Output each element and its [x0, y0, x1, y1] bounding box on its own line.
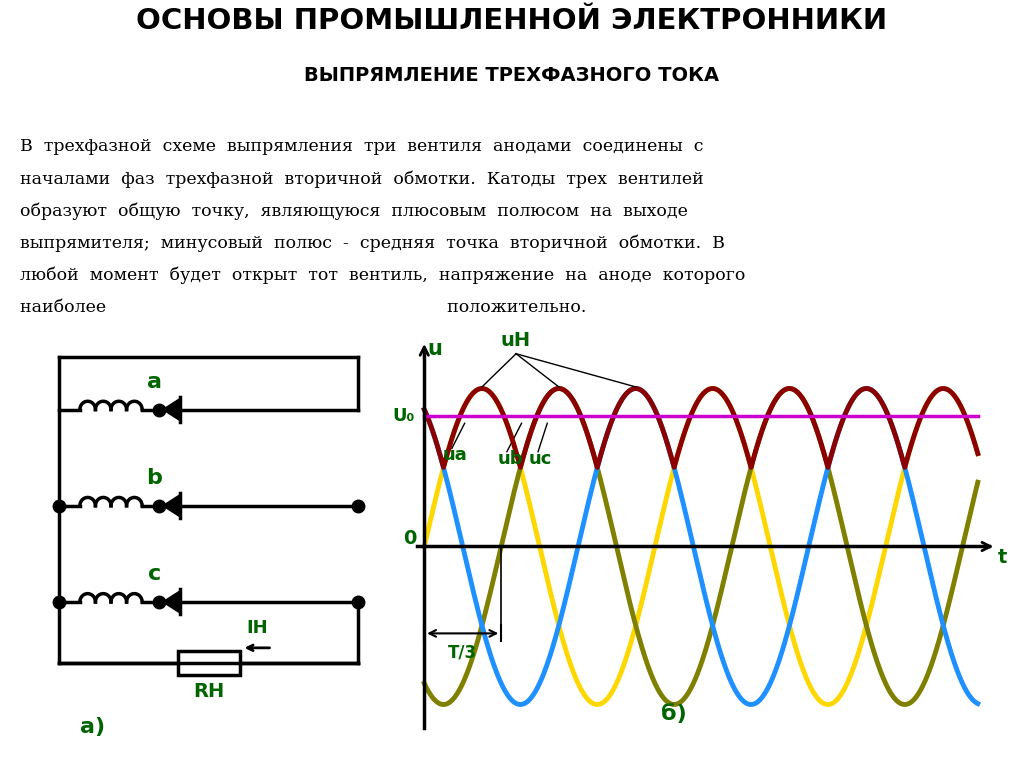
Text: 0: 0	[402, 529, 416, 548]
Text: В  трехфазной  схеме  выпрямления  три  вентиля  анодами  соединены  с: В трехфазной схеме выпрямления три венти…	[20, 138, 703, 155]
Polygon shape	[165, 495, 180, 515]
Text: выпрямителя;  минусовый  полюс  -  средняя  точка  вторичной  обмотки.  В: выпрямителя; минусовый полюс - средняя т…	[20, 235, 725, 252]
Text: ub: ub	[498, 450, 523, 469]
Text: ОСНОВЫ ПРОМЫШЛЕННОЙ ЭЛЕКТРОННИКИ: ОСНОВЫ ПРОМЫШЛЕННОЙ ЭЛЕКТРОННИКИ	[136, 7, 888, 35]
FancyBboxPatch shape	[178, 651, 240, 675]
Text: t: t	[998, 548, 1008, 567]
Text: b: b	[146, 468, 163, 488]
Text: началами  фаз  трехфазной  вторичной  обмотки.  Катоды  трех  вентилей: началами фаз трехфазной вторичной обмотк…	[20, 170, 705, 188]
Text: а): а)	[80, 717, 104, 737]
Text: б): б)	[660, 704, 686, 724]
Text: uc: uc	[529, 450, 552, 469]
Text: RН: RН	[194, 682, 224, 701]
Text: ВЫПРЯМЛЕНИЕ ТРЕХФАЗНОГО ТОКА: ВЫПРЯМЛЕНИЕ ТРЕХФАЗНОГО ТОКА	[304, 66, 720, 85]
Text: U₀: U₀	[393, 407, 415, 425]
Text: любой  момент  будет  открыт  тот  вентиль,  напряжение  на  аноде  которого: любой момент будет открыт тот вентиль, н…	[20, 267, 745, 285]
Text: c: c	[147, 564, 161, 584]
Text: IН: IН	[246, 618, 268, 637]
Text: T/3: T/3	[449, 643, 477, 661]
Text: наиболее                                                              положитель: наиболее положитель	[20, 299, 587, 316]
Text: ua: ua	[442, 446, 467, 463]
Polygon shape	[165, 400, 180, 420]
Text: a: a	[146, 372, 162, 392]
Text: u: u	[427, 339, 442, 359]
Text: образуют  общую  точку,  являющуюся  плюсовым  полюсом  на  выходе: образуют общую точку, являющуюся плюсовы…	[20, 202, 688, 220]
Text: uН: uН	[501, 331, 531, 350]
Polygon shape	[165, 592, 180, 612]
